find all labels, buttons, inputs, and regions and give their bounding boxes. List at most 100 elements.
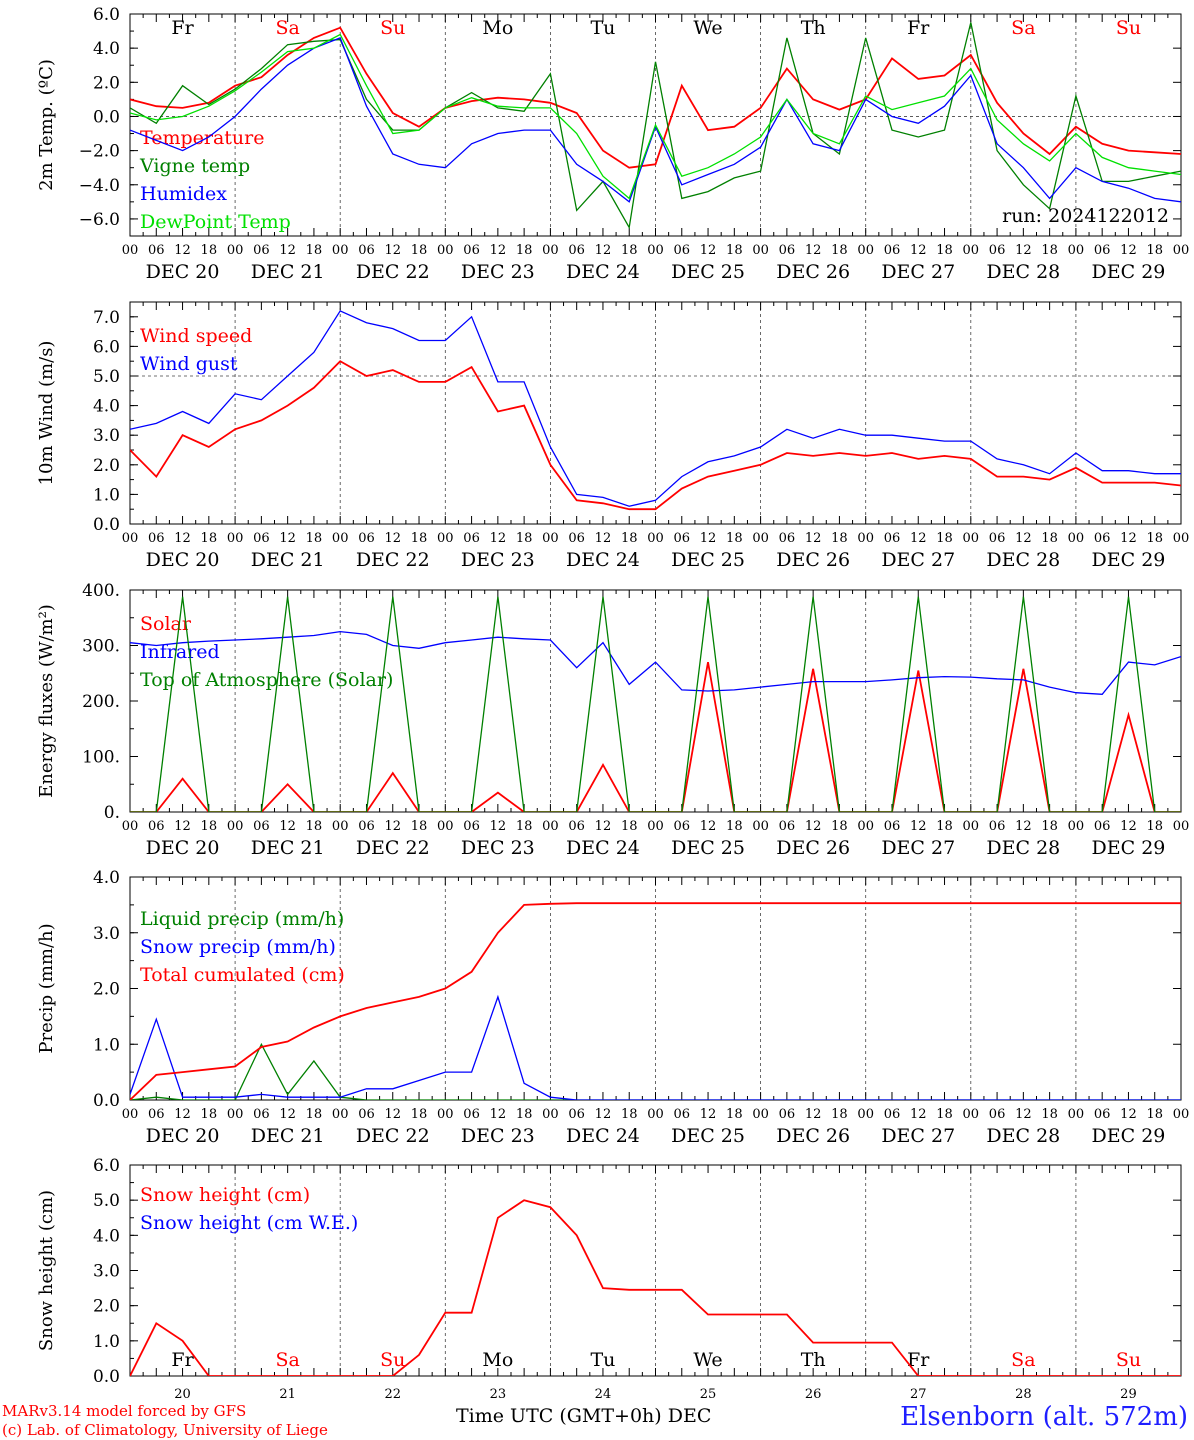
hour-tick-label: 06 <box>989 819 1006 834</box>
date-label: DEC 23 <box>461 1125 535 1147</box>
date-label: DEC 24 <box>566 837 640 859</box>
hour-tick-label: 18 <box>201 243 218 258</box>
hour-tick-label: 18 <box>306 531 323 546</box>
legend-entry: Top of Atmosphere (Solar) <box>140 669 393 691</box>
weekday-label: Fr <box>907 1349 930 1371</box>
hour-tick-label: 06 <box>989 243 1006 258</box>
hour-tick-label: 12 <box>1120 1107 1137 1122</box>
weekday-label: Tu <box>590 17 615 39</box>
date-label: DEC 27 <box>881 261 955 283</box>
date-label: DEC 20 <box>146 261 220 283</box>
hour-tick-label: 18 <box>936 243 953 258</box>
date-label: DEC 22 <box>356 261 430 283</box>
y-tick-label: 2.0 <box>93 456 120 476</box>
series-line-top-of-atmosphere-solar- <box>130 596 1181 812</box>
hour-tick-label: 06 <box>148 1107 165 1122</box>
date-label: DEC 29 <box>1092 261 1166 283</box>
hour-tick-label: 00 <box>542 819 559 834</box>
date-label: DEC 23 <box>461 549 535 571</box>
y-tick-label: 2.0 <box>93 73 120 93</box>
legend-entry: Snow height (cm) <box>140 1184 310 1206</box>
legend-entry: Humidex <box>140 183 227 205</box>
hour-tick-label: 00 <box>437 819 454 834</box>
hour-tick-label: 18 <box>1146 243 1163 258</box>
weekday-label: Mo <box>482 17 513 39</box>
hour-tick-label: 12 <box>595 1107 612 1122</box>
weekday-label: Fr <box>171 1349 194 1371</box>
hour-tick-label: 18 <box>936 1107 953 1122</box>
hour-tick-label: 00 <box>647 243 664 258</box>
hour-tick-label: 18 <box>831 531 848 546</box>
hour-tick-label: 18 <box>1146 1107 1163 1122</box>
weekday-label: Su <box>380 17 405 39</box>
hour-tick-label: 12 <box>805 819 822 834</box>
hour-tick-label: 18 <box>726 243 743 258</box>
legend-entry: Solar <box>140 613 192 635</box>
hour-tick-label: 06 <box>463 243 480 258</box>
hour-tick-label: 06 <box>884 531 901 546</box>
y-tick-label: 3.0 <box>93 426 120 446</box>
hour-tick-label: 00 <box>963 819 980 834</box>
date-label: DEC 27 <box>881 549 955 571</box>
hour-tick-label: 00 <box>122 1107 139 1122</box>
hour-tick-label: 06 <box>568 1107 585 1122</box>
hour-tick-label: 12 <box>174 531 191 546</box>
series-line-liquid-precip-mm-h- <box>130 1042 1181 1100</box>
hour-tick-label: 00 <box>122 243 139 258</box>
hour-tick-label: 18 <box>201 819 218 834</box>
weekday-label: We <box>693 17 722 39</box>
weekday-label: Sa <box>275 17 299 39</box>
series-line-infrared <box>130 630 1181 695</box>
weekday-label: Su <box>380 1349 405 1371</box>
hour-tick-label: 06 <box>779 531 796 546</box>
date-label: DEC 21 <box>251 1125 325 1147</box>
date-label: DEC 25 <box>671 261 745 283</box>
legend-entry: Total cumulated (cm) <box>140 964 345 986</box>
weekday-label: Fr <box>907 17 930 39</box>
day-number-label: 25 <box>700 1387 717 1402</box>
hour-tick-label: 12 <box>700 1107 717 1122</box>
hour-tick-label: 06 <box>568 243 585 258</box>
legend-entry: Snow precip (mm/h) <box>140 936 336 958</box>
y-tick-label: 6.0 <box>93 1156 120 1176</box>
date-label: DEC 20 <box>146 549 220 571</box>
hour-tick-label: 06 <box>989 531 1006 546</box>
hour-tick-label: 12 <box>1015 243 1032 258</box>
series-line-wind-gust <box>130 310 1181 507</box>
hour-tick-label: 06 <box>253 531 270 546</box>
hour-tick-label: 18 <box>1146 819 1163 834</box>
date-label: DEC 23 <box>461 837 535 859</box>
y-tick-label: 4.0 <box>93 397 120 417</box>
hour-tick-label: 12 <box>279 243 296 258</box>
hour-tick-label: 12 <box>1120 531 1137 546</box>
hour-tick-label: 12 <box>384 1107 401 1122</box>
hour-tick-label: 06 <box>568 531 585 546</box>
y-tick-label: 400. <box>82 581 120 601</box>
date-label: DEC 27 <box>881 1125 955 1147</box>
credit-line-2: (c) Lab. of Climatology, University of L… <box>2 1421 328 1439</box>
x-axis-label: Time UTC (GMT+0h) DEC <box>456 1405 711 1427</box>
hour-tick-label: 12 <box>279 531 296 546</box>
hour-tick-label: 00 <box>963 1107 980 1122</box>
hour-tick-label: 12 <box>910 531 927 546</box>
series-line-solar <box>130 661 1181 812</box>
y-tick-label: 200. <box>82 692 120 712</box>
hour-tick-label: 00 <box>227 531 244 546</box>
hour-tick-label: 06 <box>779 1107 796 1122</box>
hour-tick-label: 00 <box>227 243 244 258</box>
hour-tick-label: 00 <box>227 1107 244 1122</box>
hour-tick-label: 06 <box>779 243 796 258</box>
date-label: DEC 29 <box>1092 837 1166 859</box>
y-tick-label: 6.0 <box>93 337 120 357</box>
hour-tick-label: 06 <box>884 243 901 258</box>
hour-tick-label: 12 <box>595 531 612 546</box>
hour-tick-label: 06 <box>674 243 691 258</box>
hour-tick-label: 00 <box>542 243 559 258</box>
date-label: DEC 27 <box>881 837 955 859</box>
date-label: DEC 24 <box>566 261 640 283</box>
hour-tick-label: 00 <box>437 1107 454 1122</box>
hour-tick-label: 12 <box>805 1107 822 1122</box>
hour-tick-label: 06 <box>358 819 375 834</box>
hour-tick-label: 06 <box>884 819 901 834</box>
day-number-label: 22 <box>384 1387 401 1402</box>
